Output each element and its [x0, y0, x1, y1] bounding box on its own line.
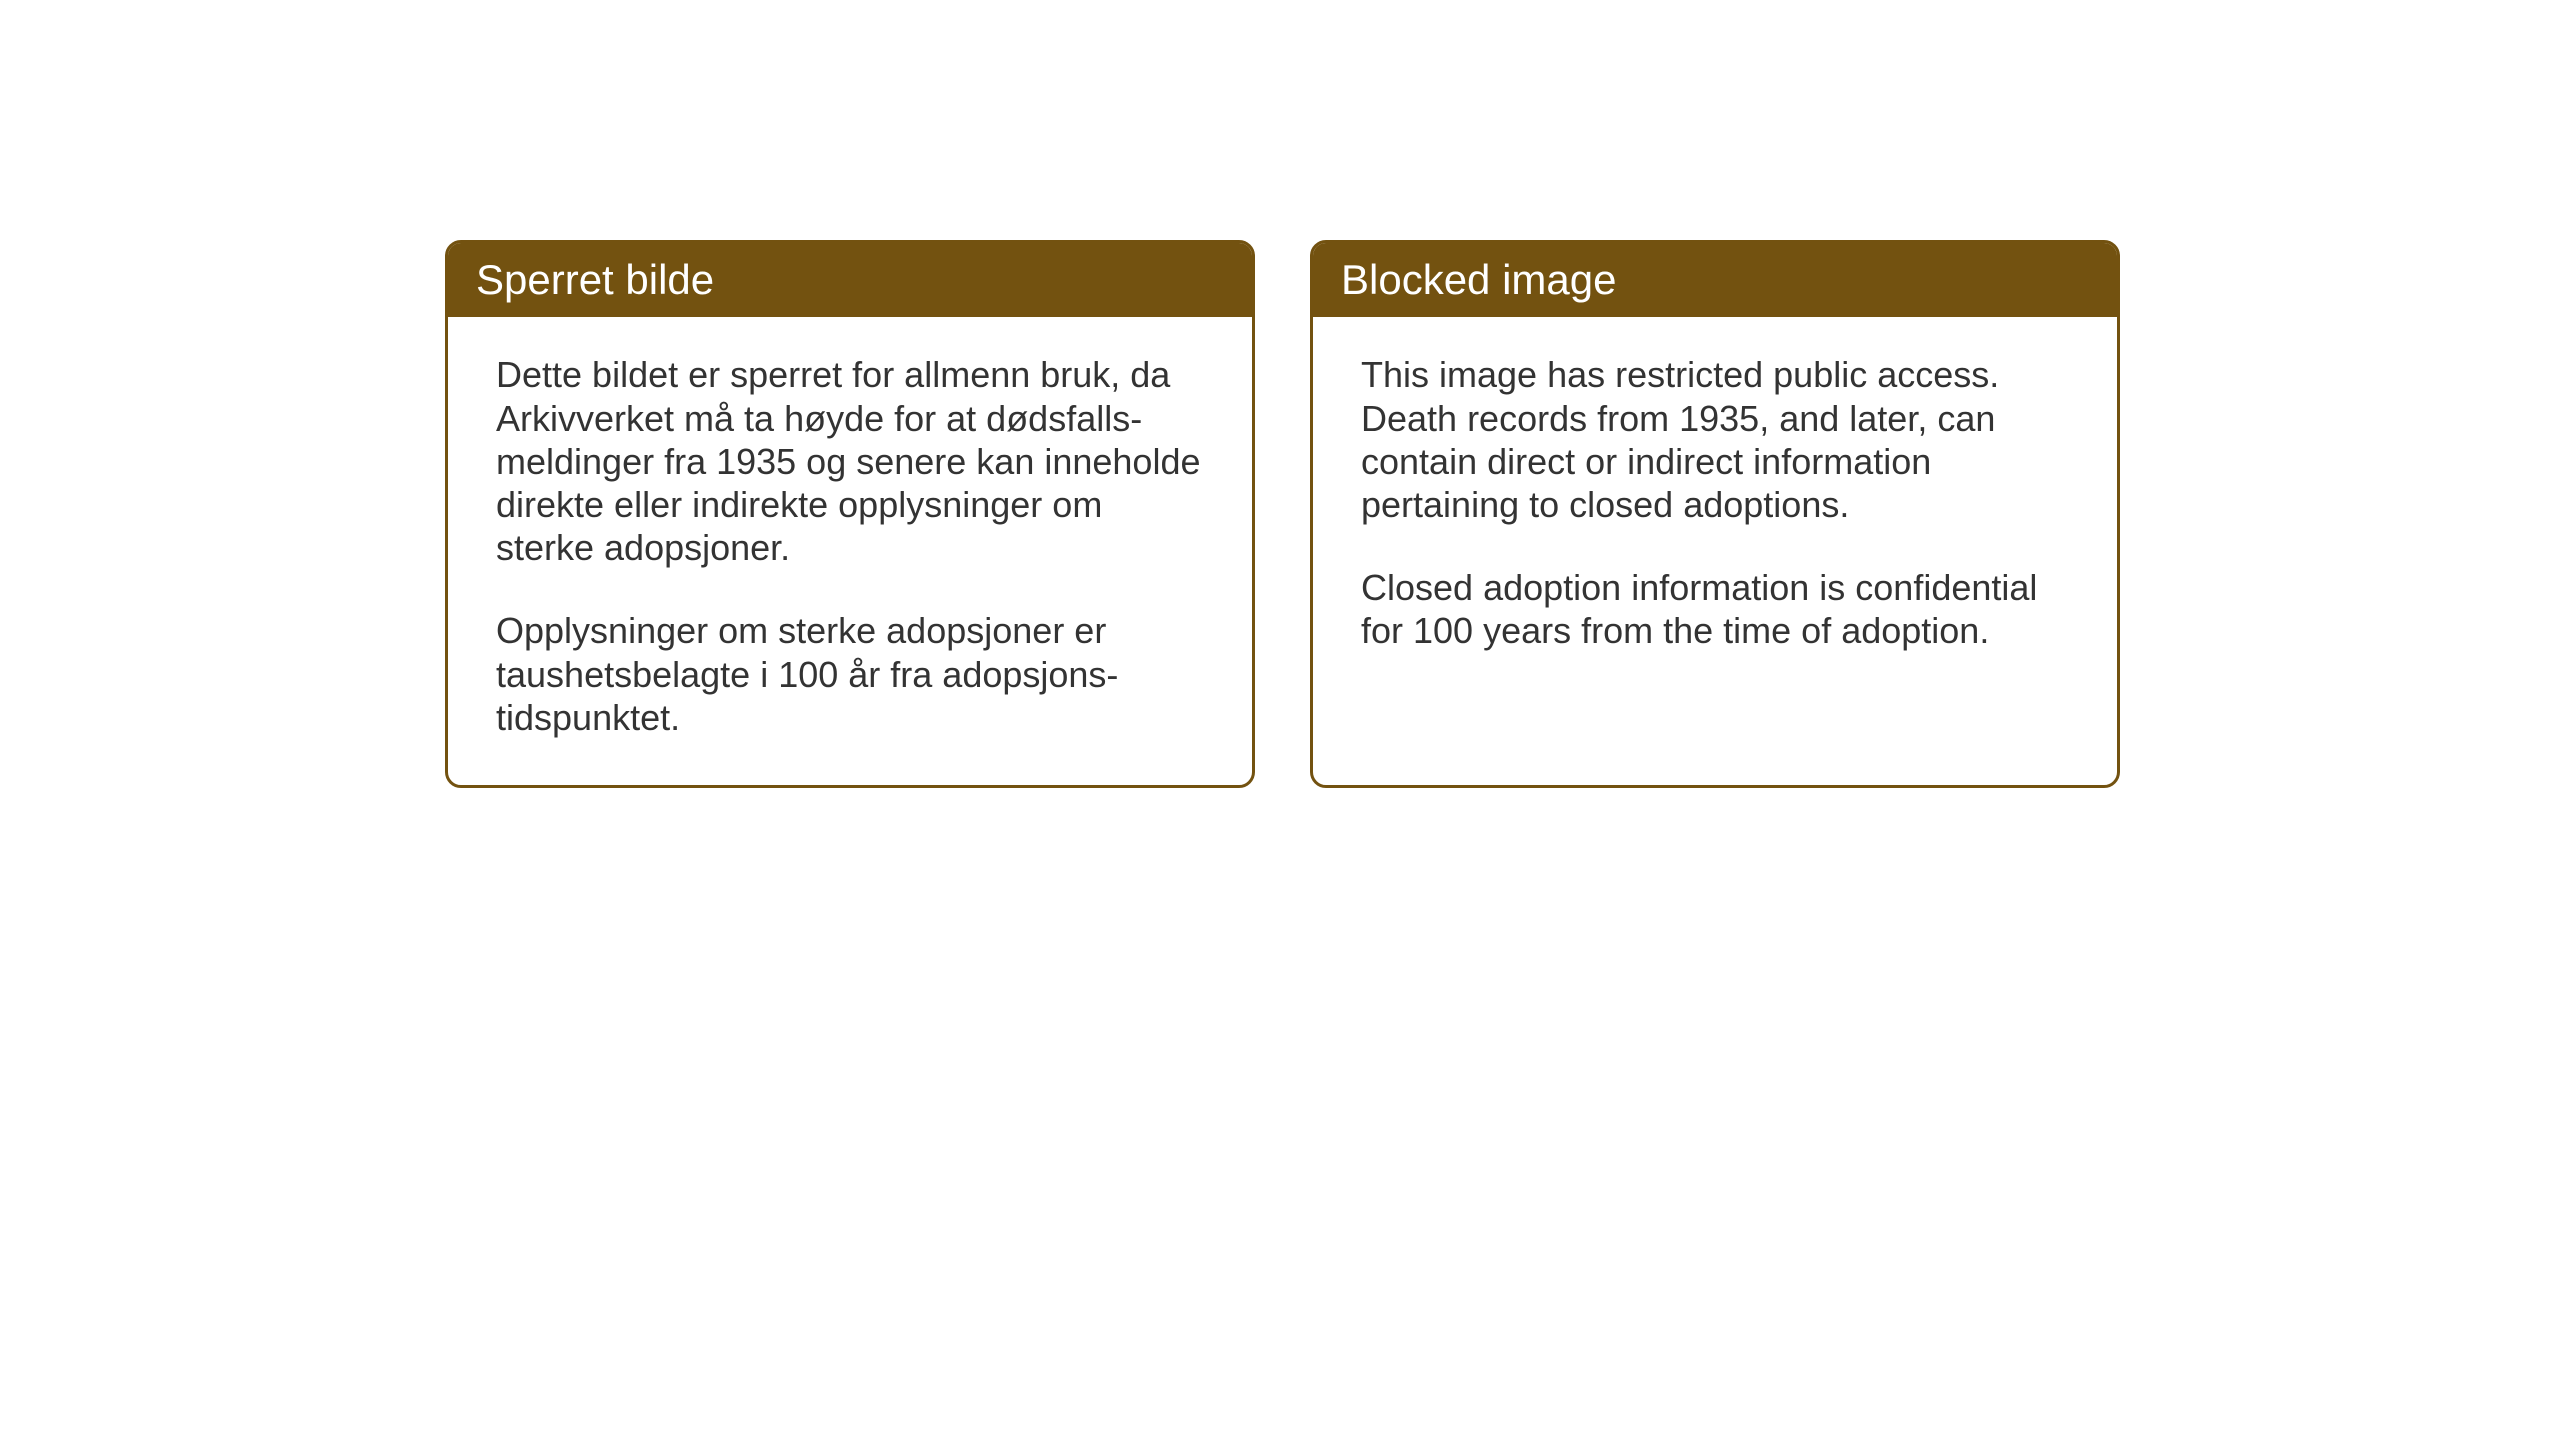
card-paragraph-english-2: Closed adoption information is confident… — [1361, 566, 2069, 652]
notice-card-norwegian: Sperret bilde Dette bildet er sperret fo… — [445, 240, 1255, 788]
notice-container: Sperret bilde Dette bildet er sperret fo… — [445, 240, 2120, 788]
card-paragraph-norwegian-2: Opplysninger om sterke adopsjoner er tau… — [496, 609, 1204, 739]
card-body-norwegian: Dette bildet er sperret for allmenn bruk… — [448, 317, 1252, 785]
card-body-english: This image has restricted public access.… — [1313, 317, 2117, 698]
card-header-norwegian: Sperret bilde — [448, 243, 1252, 317]
card-paragraph-norwegian-1: Dette bildet er sperret for allmenn bruk… — [496, 353, 1204, 569]
card-header-english: Blocked image — [1313, 243, 2117, 317]
card-paragraph-english-1: This image has restricted public access.… — [1361, 353, 2069, 526]
notice-card-english: Blocked image This image has restricted … — [1310, 240, 2120, 788]
